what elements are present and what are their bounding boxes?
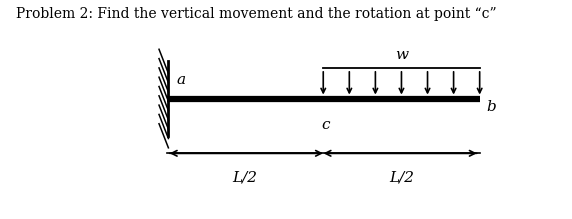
Text: w: w xyxy=(395,48,408,62)
Text: Problem 2: Find the vertical movement and the rotation at point “c”: Problem 2: Find the vertical movement an… xyxy=(15,7,496,21)
Text: a: a xyxy=(176,72,185,87)
Text: c: c xyxy=(321,118,330,132)
Text: L/2: L/2 xyxy=(389,170,414,184)
Text: L/2: L/2 xyxy=(233,170,257,184)
Text: b: b xyxy=(486,100,496,114)
